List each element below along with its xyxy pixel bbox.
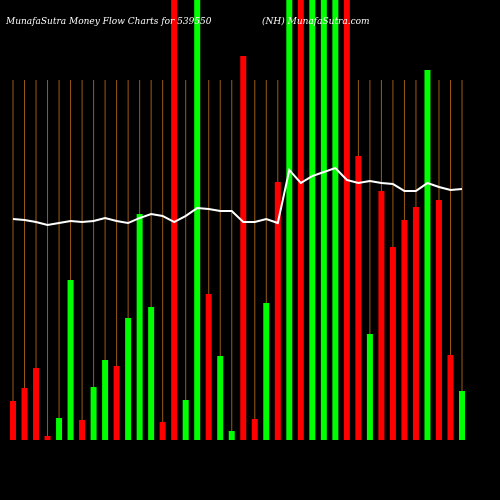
bar [274, 182, 281, 440]
money-flow-line [12, 166, 463, 227]
bar [205, 294, 212, 440]
bar [113, 366, 120, 440]
bars [10, 0, 465, 440]
bar [447, 355, 454, 440]
bar [459, 391, 465, 440]
bar [56, 418, 63, 440]
bar [171, 0, 178, 440]
bar [401, 220, 408, 440]
bar [240, 56, 247, 440]
bar [297, 0, 304, 440]
bar [10, 401, 16, 440]
bar [251, 419, 258, 440]
bar [320, 0, 327, 440]
bar [355, 156, 362, 440]
bar [67, 280, 74, 440]
bar [44, 436, 51, 440]
bar [424, 70, 431, 440]
bar [412, 207, 419, 440]
bar [378, 191, 385, 440]
bar [263, 303, 270, 440]
bar [33, 368, 40, 440]
bar [90, 387, 97, 440]
bar [217, 356, 224, 440]
bar [343, 0, 350, 440]
bar [332, 0, 339, 440]
bar [136, 214, 143, 440]
bar [366, 334, 373, 440]
bar [194, 0, 201, 440]
chart-title: MunafaSutra Money Flow Charts for 539550 [5, 17, 212, 27]
chart-subtitle: (NH) MunafaSutra.com [262, 16, 370, 27]
bar [79, 420, 86, 440]
bar [435, 200, 442, 440]
bar [159, 422, 166, 440]
bar [228, 431, 235, 440]
bar [102, 360, 109, 440]
bar [125, 318, 132, 440]
bar [286, 0, 293, 440]
bar [148, 307, 155, 440]
bar [389, 247, 396, 440]
bar [182, 400, 189, 440]
bar [21, 388, 28, 440]
bar [309, 0, 316, 440]
